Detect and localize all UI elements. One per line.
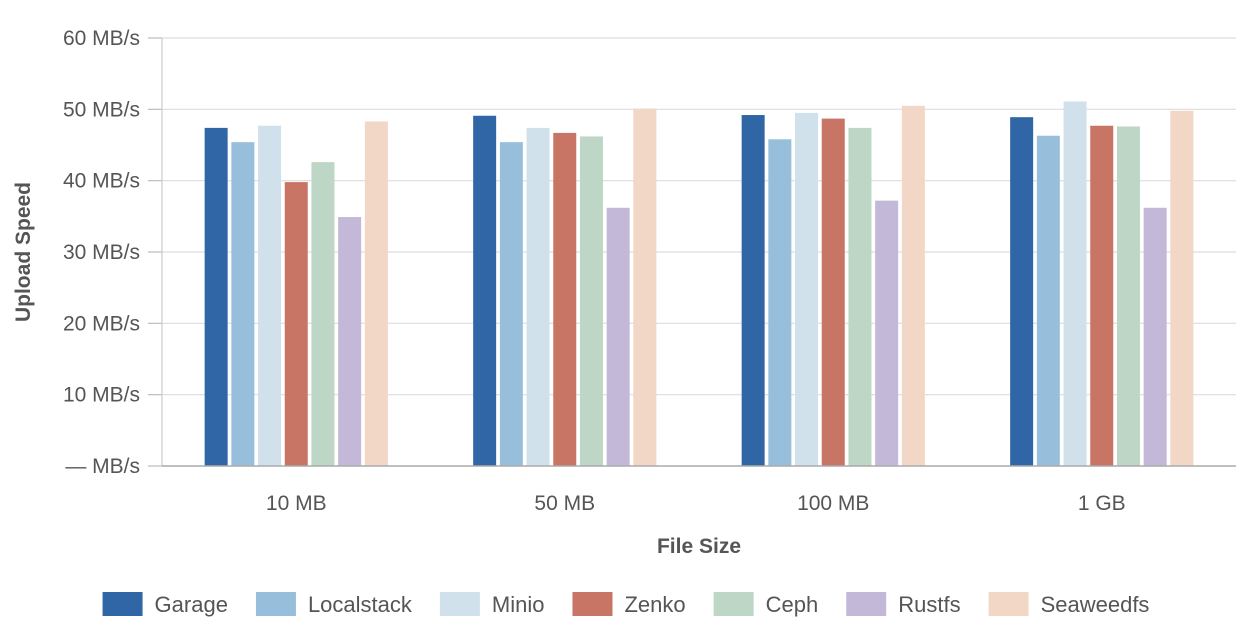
legend-item-localstack[interactable]: Localstack <box>255 592 413 617</box>
bar-garage-50mb[interactable] <box>473 115 497 467</box>
bar-minio-100mb[interactable] <box>795 112 819 467</box>
bar-ceph-1gb[interactable] <box>1116 126 1140 466</box>
bar-zenko-100mb[interactable] <box>821 118 845 467</box>
x-tick-label: 1 GB <box>1078 492 1126 515</box>
bar-seaweedfs-50mb[interactable] <box>633 108 657 467</box>
legend-item-seaweedfs[interactable]: Seaweedfs <box>988 592 1150 617</box>
legend-swatch <box>713 592 754 616</box>
y-tick-labels: — MB/s 10 MB/s 20 MB/s 30 MB/s 40 MB/s 50 MB/… <box>63 27 140 478</box>
y-tick-label: 10 MB/s <box>63 384 140 407</box>
bars <box>204 101 1194 467</box>
bar-minio-10mb[interactable] <box>258 125 282 467</box>
bar-seaweedfs-100mb[interactable] <box>901 105 925 467</box>
x-tick-label: 100 MB <box>797 492 869 515</box>
x-tick-label: 10 MB <box>266 492 327 515</box>
y-tick-label: 60 MB/s <box>63 27 140 50</box>
y-tick-label: 20 MB/s <box>63 312 140 335</box>
y-axis-title: Upload Speed <box>12 182 35 322</box>
bar-localstack-1gb[interactable] <box>1036 135 1060 466</box>
legend-item-zenko[interactable]: Zenko <box>572 592 686 617</box>
legend-label: Garage <box>155 592 228 617</box>
bar-localstack-100mb[interactable] <box>768 139 792 466</box>
legend-swatch <box>255 592 296 616</box>
legend-label: Zenko <box>624 592 685 617</box>
x-axis-title: File Size <box>657 535 741 558</box>
y-tick-label: 40 MB/s <box>63 170 140 193</box>
x-tick-label: 50 MB <box>534 492 595 515</box>
legend-swatch <box>988 592 1029 616</box>
bar-localstack-50mb[interactable] <box>499 142 523 466</box>
bar-garage-1gb[interactable] <box>1010 117 1034 467</box>
legend-swatch <box>572 592 613 616</box>
bar-ceph-50mb[interactable] <box>579 136 603 466</box>
bar-ceph-10mb[interactable] <box>311 162 335 466</box>
bar-minio-1gb[interactable] <box>1063 101 1087 466</box>
legend-item-minio[interactable]: Minio <box>439 592 545 617</box>
y-tick-label: — MB/s <box>65 455 140 478</box>
legend-swatch <box>102 592 143 616</box>
bar-zenko-10mb[interactable] <box>284 182 308 467</box>
bar-minio-50mb[interactable] <box>526 127 550 466</box>
legend-label: Localstack <box>308 592 413 617</box>
bar-rustfs-100mb[interactable] <box>875 200 899 466</box>
legend: Garage Localstack Minio Zenko Ceph Rustfs Seaw… <box>102 592 1150 617</box>
legend-item-ceph[interactable]: Ceph <box>713 592 819 617</box>
y-tick-label: 50 MB/s <box>63 98 140 121</box>
bar-ceph-100mb[interactable] <box>848 127 872 466</box>
legend-label: Rustfs <box>898 592 960 617</box>
bar-rustfs-50mb[interactable] <box>606 207 630 467</box>
legend-item-garage[interactable]: Garage <box>102 592 228 617</box>
x-tick-labels: 10 MB 50 MB 100 MB 1 GB <box>266 492 1126 515</box>
legend-label: Minio <box>492 592 545 617</box>
bar-seaweedfs-10mb[interactable] <box>364 121 388 467</box>
bar-zenko-50mb[interactable] <box>553 132 577 466</box>
legend-swatch <box>846 592 887 616</box>
legend-label: Seaweedfs <box>1041 592 1150 617</box>
bar-garage-10mb[interactable] <box>204 127 228 466</box>
bar-localstack-10mb[interactable] <box>231 142 255 466</box>
y-tick-label: 30 MB/s <box>63 241 140 264</box>
bar-seaweedfs-1gb[interactable] <box>1170 110 1194 466</box>
legend-label: Ceph <box>766 592 819 617</box>
bar-rustfs-10mb[interactable] <box>338 217 362 466</box>
legend-item-rustfs[interactable]: Rustfs <box>846 592 961 617</box>
bar-zenko-1gb[interactable] <box>1090 125 1114 467</box>
axes <box>161 38 1236 467</box>
legend-swatch <box>439 592 480 616</box>
bar-rustfs-1gb[interactable] <box>1143 207 1167 467</box>
bar-garage-100mb[interactable] <box>741 115 765 466</box>
